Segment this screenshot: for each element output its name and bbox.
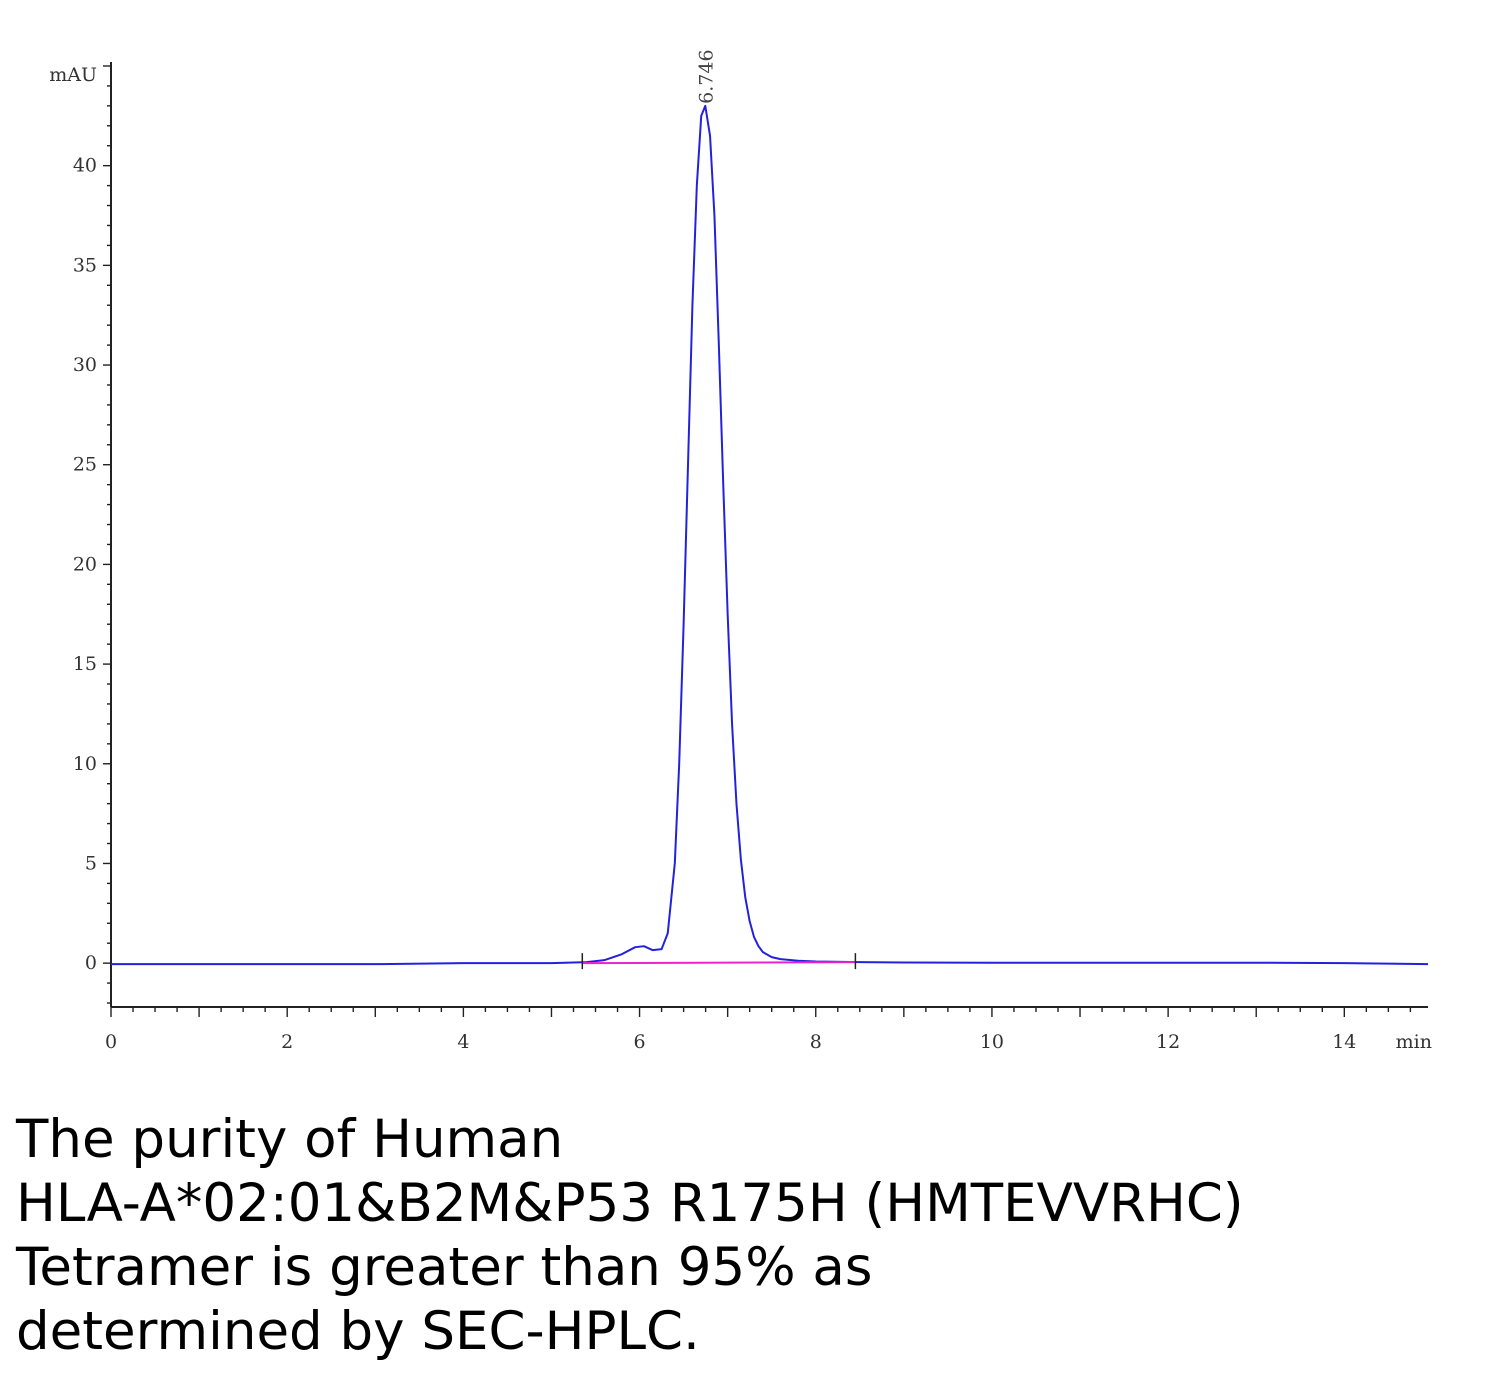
y-tick-label: 35	[73, 254, 97, 276]
chromatogram-chart: 0 5 10 15 20 25 30 35 40 mAU 0 2 4 6 8 10 12 14 min 6.746	[49, 49, 1432, 1053]
y-tick-label: 20	[73, 553, 97, 575]
caption: The purity of Human HLA-A*02:01&B2M&P53 …	[16, 1108, 1476, 1364]
x-tick-label: 2	[281, 1031, 293, 1053]
caption-line-2: HLA-A*02:01&B2M&P53 R175H (HMTEVVRHC)	[16, 1173, 1244, 1234]
y-tick-label: 0	[85, 952, 97, 974]
x-unit-label: min	[1396, 1031, 1432, 1053]
y-tick-label: 10	[73, 753, 97, 775]
caption-line-3: Tetramer is greater than 95% as	[16, 1237, 873, 1298]
baseline-trace	[582, 961, 856, 965]
y-tick-label: 5	[85, 852, 97, 874]
x-tick-label: 4	[457, 1031, 469, 1053]
y-tick-label: 30	[73, 354, 97, 376]
axes	[103, 62, 1428, 1017]
caption-line-1: The purity of Human	[16, 1109, 564, 1170]
x-tick-label: 8	[810, 1031, 822, 1053]
y-tick-label: 25	[73, 454, 97, 476]
labels-group: 0 5 10 15 20 25 30 35 40 mAU 0 2 4 6 8 10 12 14 min 6.746	[49, 49, 1432, 1053]
x-tick-label: 10	[980, 1031, 1004, 1053]
caption-line-4: determined by SEC-HPLC.	[16, 1301, 700, 1362]
peak-label: 6.746	[695, 49, 717, 103]
x-tick-label: 12	[1156, 1031, 1180, 1053]
x-tick-label: 6	[634, 1031, 646, 1053]
y-unit-label: mAU	[49, 64, 97, 86]
x-tick-label: 0	[105, 1031, 117, 1053]
y-tick-label: 40	[73, 155, 97, 177]
x-tick-label: 14	[1332, 1031, 1356, 1053]
y-tick-label: 15	[73, 653, 97, 675]
series-group	[111, 104, 1429, 970]
signal-trace	[111, 104, 1429, 966]
